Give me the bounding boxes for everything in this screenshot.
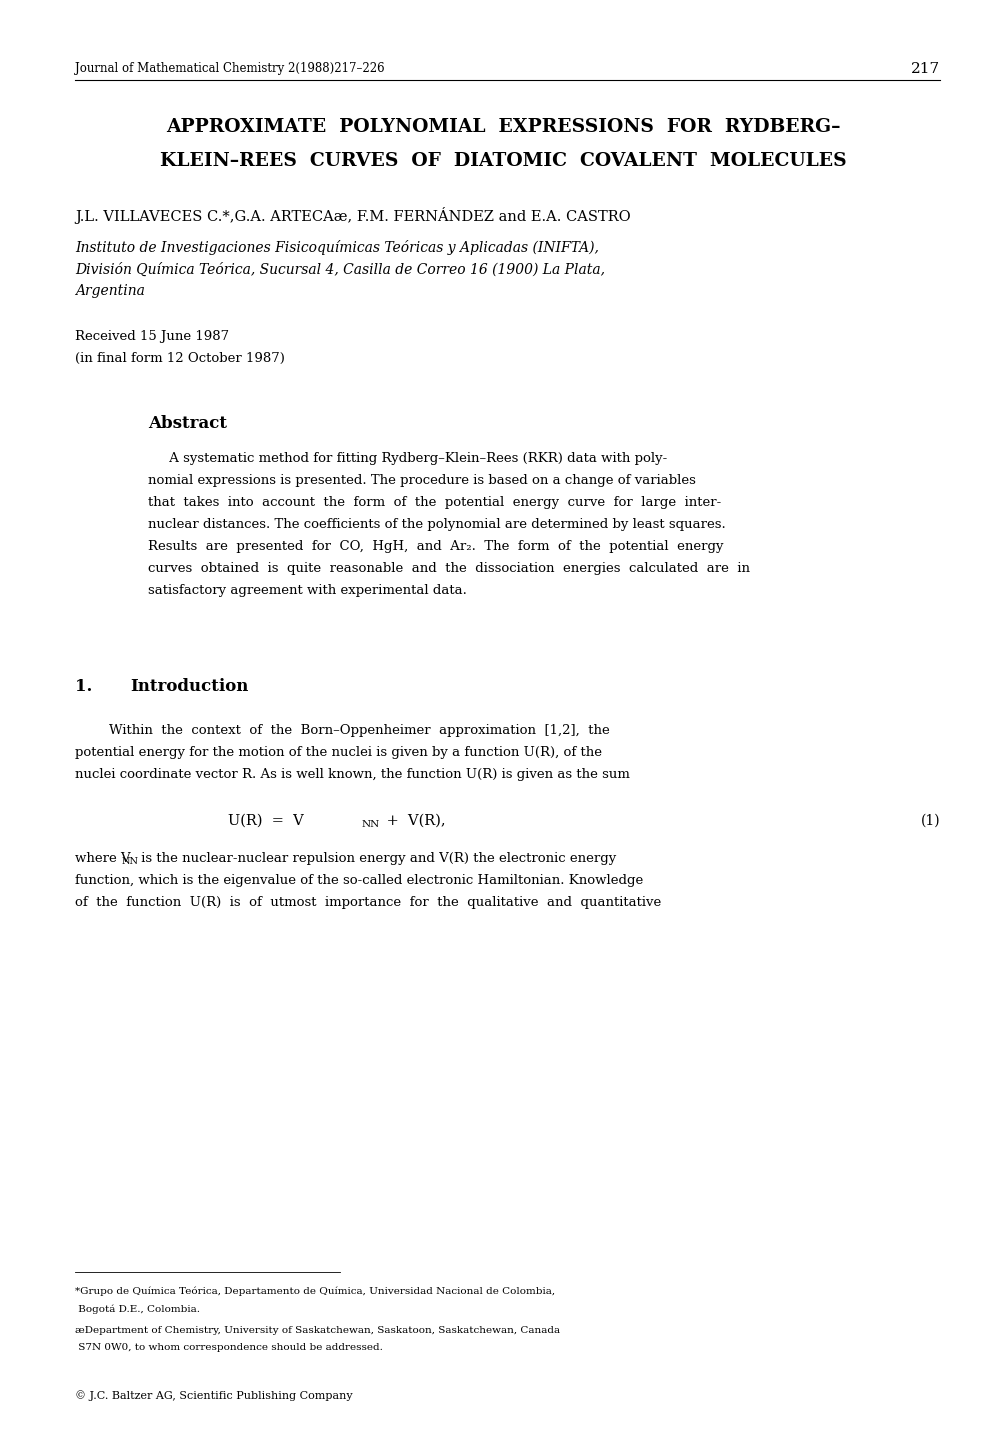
Text: potential energy for the motion of the nuclei is given by a function U(R), of th: potential energy for the motion of the n… <box>75 746 602 758</box>
Text: Bogotá D.E., Colombia.: Bogotá D.E., Colombia. <box>75 1304 200 1314</box>
Text: nuclei coordinate vector R. As is well known, the function U(R) is given as the : nuclei coordinate vector R. As is well k… <box>75 769 629 782</box>
Text: satisfactory agreement with experimental data.: satisfactory agreement with experimental… <box>148 584 467 597</box>
Text: function, which is the eigenvalue of the so-called electronic Hamiltonian. Knowl: function, which is the eigenvalue of the… <box>75 874 643 887</box>
Text: Argentina: Argentina <box>75 284 145 298</box>
Text: Instituto de Investigaciones Fisicoquímicas Teóricas y Aplicadas (INIFTA),: Instituto de Investigaciones Fisicoquími… <box>75 239 599 255</box>
Text: *Grupo de Química Teórica, Departamento de Química, Universidad Nacional de Colo: *Grupo de Química Teórica, Departamento … <box>75 1288 555 1296</box>
Text: of  the  function  U(R)  is  of  utmost  importance  for  the  qualitative  and : of the function U(R) is of utmost import… <box>75 895 662 908</box>
Text: Received 15 June 1987: Received 15 June 1987 <box>75 330 230 343</box>
Text: Introduction: Introduction <box>130 678 249 695</box>
Text: Results  are  presented  for  CO,  HgH,  and  Ar₂.  The  form  of  the  potentia: Results are presented for CO, HgH, and A… <box>148 539 723 552</box>
Text: where V: where V <box>75 852 131 865</box>
Text: APPROXIMATE  POLYNOMIAL  EXPRESSIONS  FOR  RYDBERG–: APPROXIMATE POLYNOMIAL EXPRESSIONS FOR R… <box>166 118 841 136</box>
Text: +  V(R),: + V(R), <box>382 813 446 828</box>
Text: is the nuclear-nuclear repulsion energy and V(R) the electronic energy: is the nuclear-nuclear repulsion energy … <box>137 852 616 865</box>
Text: nomial expressions is presented. The procedure is based on a change of variables: nomial expressions is presented. The pro… <box>148 474 696 487</box>
Text: nuclear distances. The coefficients of the polynomial are determined by least sq: nuclear distances. The coefficients of t… <box>148 518 726 531</box>
Text: NN: NN <box>122 857 139 867</box>
Text: (in final form 12 October 1987): (in final form 12 October 1987) <box>75 352 285 365</box>
Text: Abstract: Abstract <box>148 415 227 433</box>
Text: curves  obtained  is  quite  reasonable  and  the  dissociation  energies  calcu: curves obtained is quite reasonable and … <box>148 562 750 575</box>
Text: KLEIN–REES  CURVES  OF  DIATOMIC  COVALENT  MOLECULES: KLEIN–REES CURVES OF DIATOMIC COVALENT M… <box>160 151 847 170</box>
Text: (1): (1) <box>920 813 940 828</box>
Text: S7N 0W0, to whom correspondence should be addressed.: S7N 0W0, to whom correspondence should b… <box>75 1343 383 1353</box>
Text: A systematic method for fitting Rydberg–Klein–Rees (RKR) data with poly-: A systematic method for fitting Rydberg–… <box>148 451 668 464</box>
Text: NN: NN <box>362 820 381 829</box>
Text: Journal of Mathematical Chemistry 2(1988)217–226: Journal of Mathematical Chemistry 2(1988… <box>75 62 385 75</box>
Text: æDepartment of Chemistry, University of Saskatchewan, Saskatoon, Saskatchewan, C: æDepartment of Chemistry, University of … <box>75 1327 560 1335</box>
Text: División Química Teórica, Sucursal 4, Casilla de Correo 16 (1900) La Plata,: División Química Teórica, Sucursal 4, Ca… <box>75 262 605 277</box>
Text: J.L. VILLAVECES C.*,G.A. ARTECAæ, F.M. FERNÁNDEZ and E.A. CASTRO: J.L. VILLAVECES C.*,G.A. ARTECAæ, F.M. F… <box>75 208 630 224</box>
Text: that  takes  into  account  the  form  of  the  potential  energy  curve  for  l: that takes into account the form of the … <box>148 496 721 509</box>
Text: 1.: 1. <box>75 678 93 695</box>
Text: Within  the  context  of  the  Born–Oppenheimer  approximation  [1,2],  the: Within the context of the Born–Oppenheim… <box>75 724 610 737</box>
Text: U(R)  =  V: U(R) = V <box>228 813 304 828</box>
Text: © J.C. Baltzer AG, Scientific Publishing Company: © J.C. Baltzer AG, Scientific Publishing… <box>75 1390 352 1400</box>
Text: 217: 217 <box>911 62 940 76</box>
